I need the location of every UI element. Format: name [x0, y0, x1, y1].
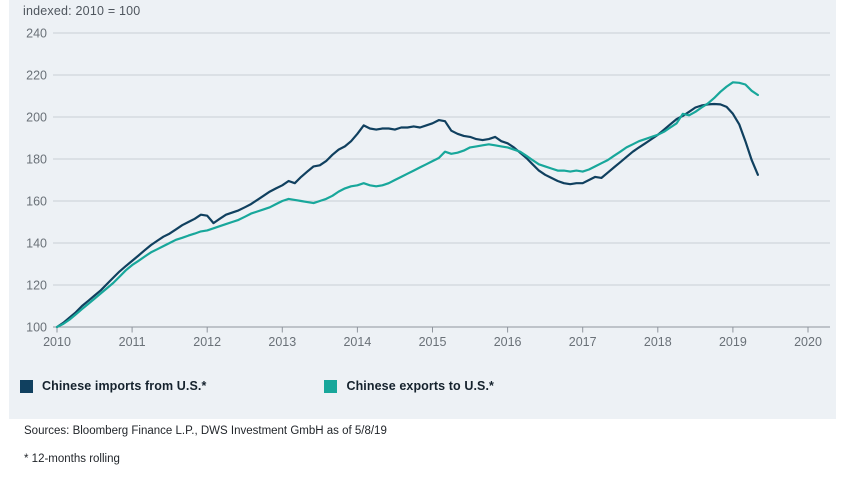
imports-line: [55, 102, 760, 329]
y-tick-label-220: 220: [26, 69, 47, 83]
x-tick-label-2011: 2011: [119, 335, 146, 349]
x-tick-label-2012: 2012: [193, 335, 221, 349]
y-tick-label-200: 200: [26, 111, 47, 125]
legend-label-exports: Chinese exports to U.S.*: [346, 379, 495, 393]
legend-label-imports: Chinese imports from U.S.*: [42, 379, 207, 393]
x-tick-label-2018: 2018: [644, 335, 672, 349]
x-tick-label-2019: 2019: [719, 335, 747, 349]
y-tick-label-100: 100: [26, 321, 47, 335]
legend-item-exports: Chinese exports to U.S.*: [324, 379, 494, 393]
y-tick-label-140: 140: [26, 237, 47, 251]
line-chart: 100 120 140 160 180 200 220 240 2010 2011 2012 2013…: [26, 27, 830, 349]
chart-legend: Chinese imports from U.S.* Chinese expor…: [20, 377, 720, 395]
chart-index-note: indexed: 2010 = 100: [23, 4, 141, 18]
x-tick-label-2015: 2015: [419, 335, 447, 349]
x-tick-label-2020: 2020: [794, 335, 822, 349]
y-tick-label-240: 240: [26, 27, 47, 41]
legend-item-imports: Chinese imports from U.S.*: [20, 379, 206, 393]
y-tick-label-180: 180: [26, 153, 47, 167]
exports-swatch: [324, 379, 338, 393]
x-tick-label-2013: 2013: [268, 335, 296, 349]
x-tick-label-2014: 2014: [343, 335, 371, 349]
y-tick-label-120: 120: [26, 279, 47, 293]
x-tick-label-2010: 2010: [43, 335, 71, 349]
x-tick-label-2017: 2017: [569, 335, 597, 349]
footnote-text: * 12-months rolling: [24, 453, 120, 465]
exports-line: [55, 81, 760, 329]
x-tick-label-2016: 2016: [494, 335, 522, 349]
y-tick-label-160: 160: [26, 195, 47, 209]
sources-text: Sources: Bloomberg Finance L.P., DWS Inv…: [24, 425, 387, 437]
imports-swatch: [20, 379, 33, 393]
chart-panel: indexed: 2010 = 100 100 120 140 160 180 200 22…: [9, 0, 836, 419]
